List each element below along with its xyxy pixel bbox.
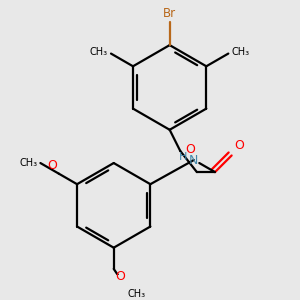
Text: H: H bbox=[179, 152, 188, 162]
Text: O: O bbox=[47, 159, 57, 172]
Text: CH₃: CH₃ bbox=[19, 158, 38, 168]
Text: N: N bbox=[189, 154, 199, 166]
Text: CH₃: CH₃ bbox=[90, 47, 108, 57]
Text: O: O bbox=[235, 140, 244, 152]
Text: Br: Br bbox=[163, 7, 176, 20]
Text: O: O bbox=[115, 270, 125, 284]
Text: CH₃: CH₃ bbox=[128, 290, 146, 299]
Text: CH₃: CH₃ bbox=[231, 47, 250, 57]
Text: O: O bbox=[185, 143, 195, 156]
